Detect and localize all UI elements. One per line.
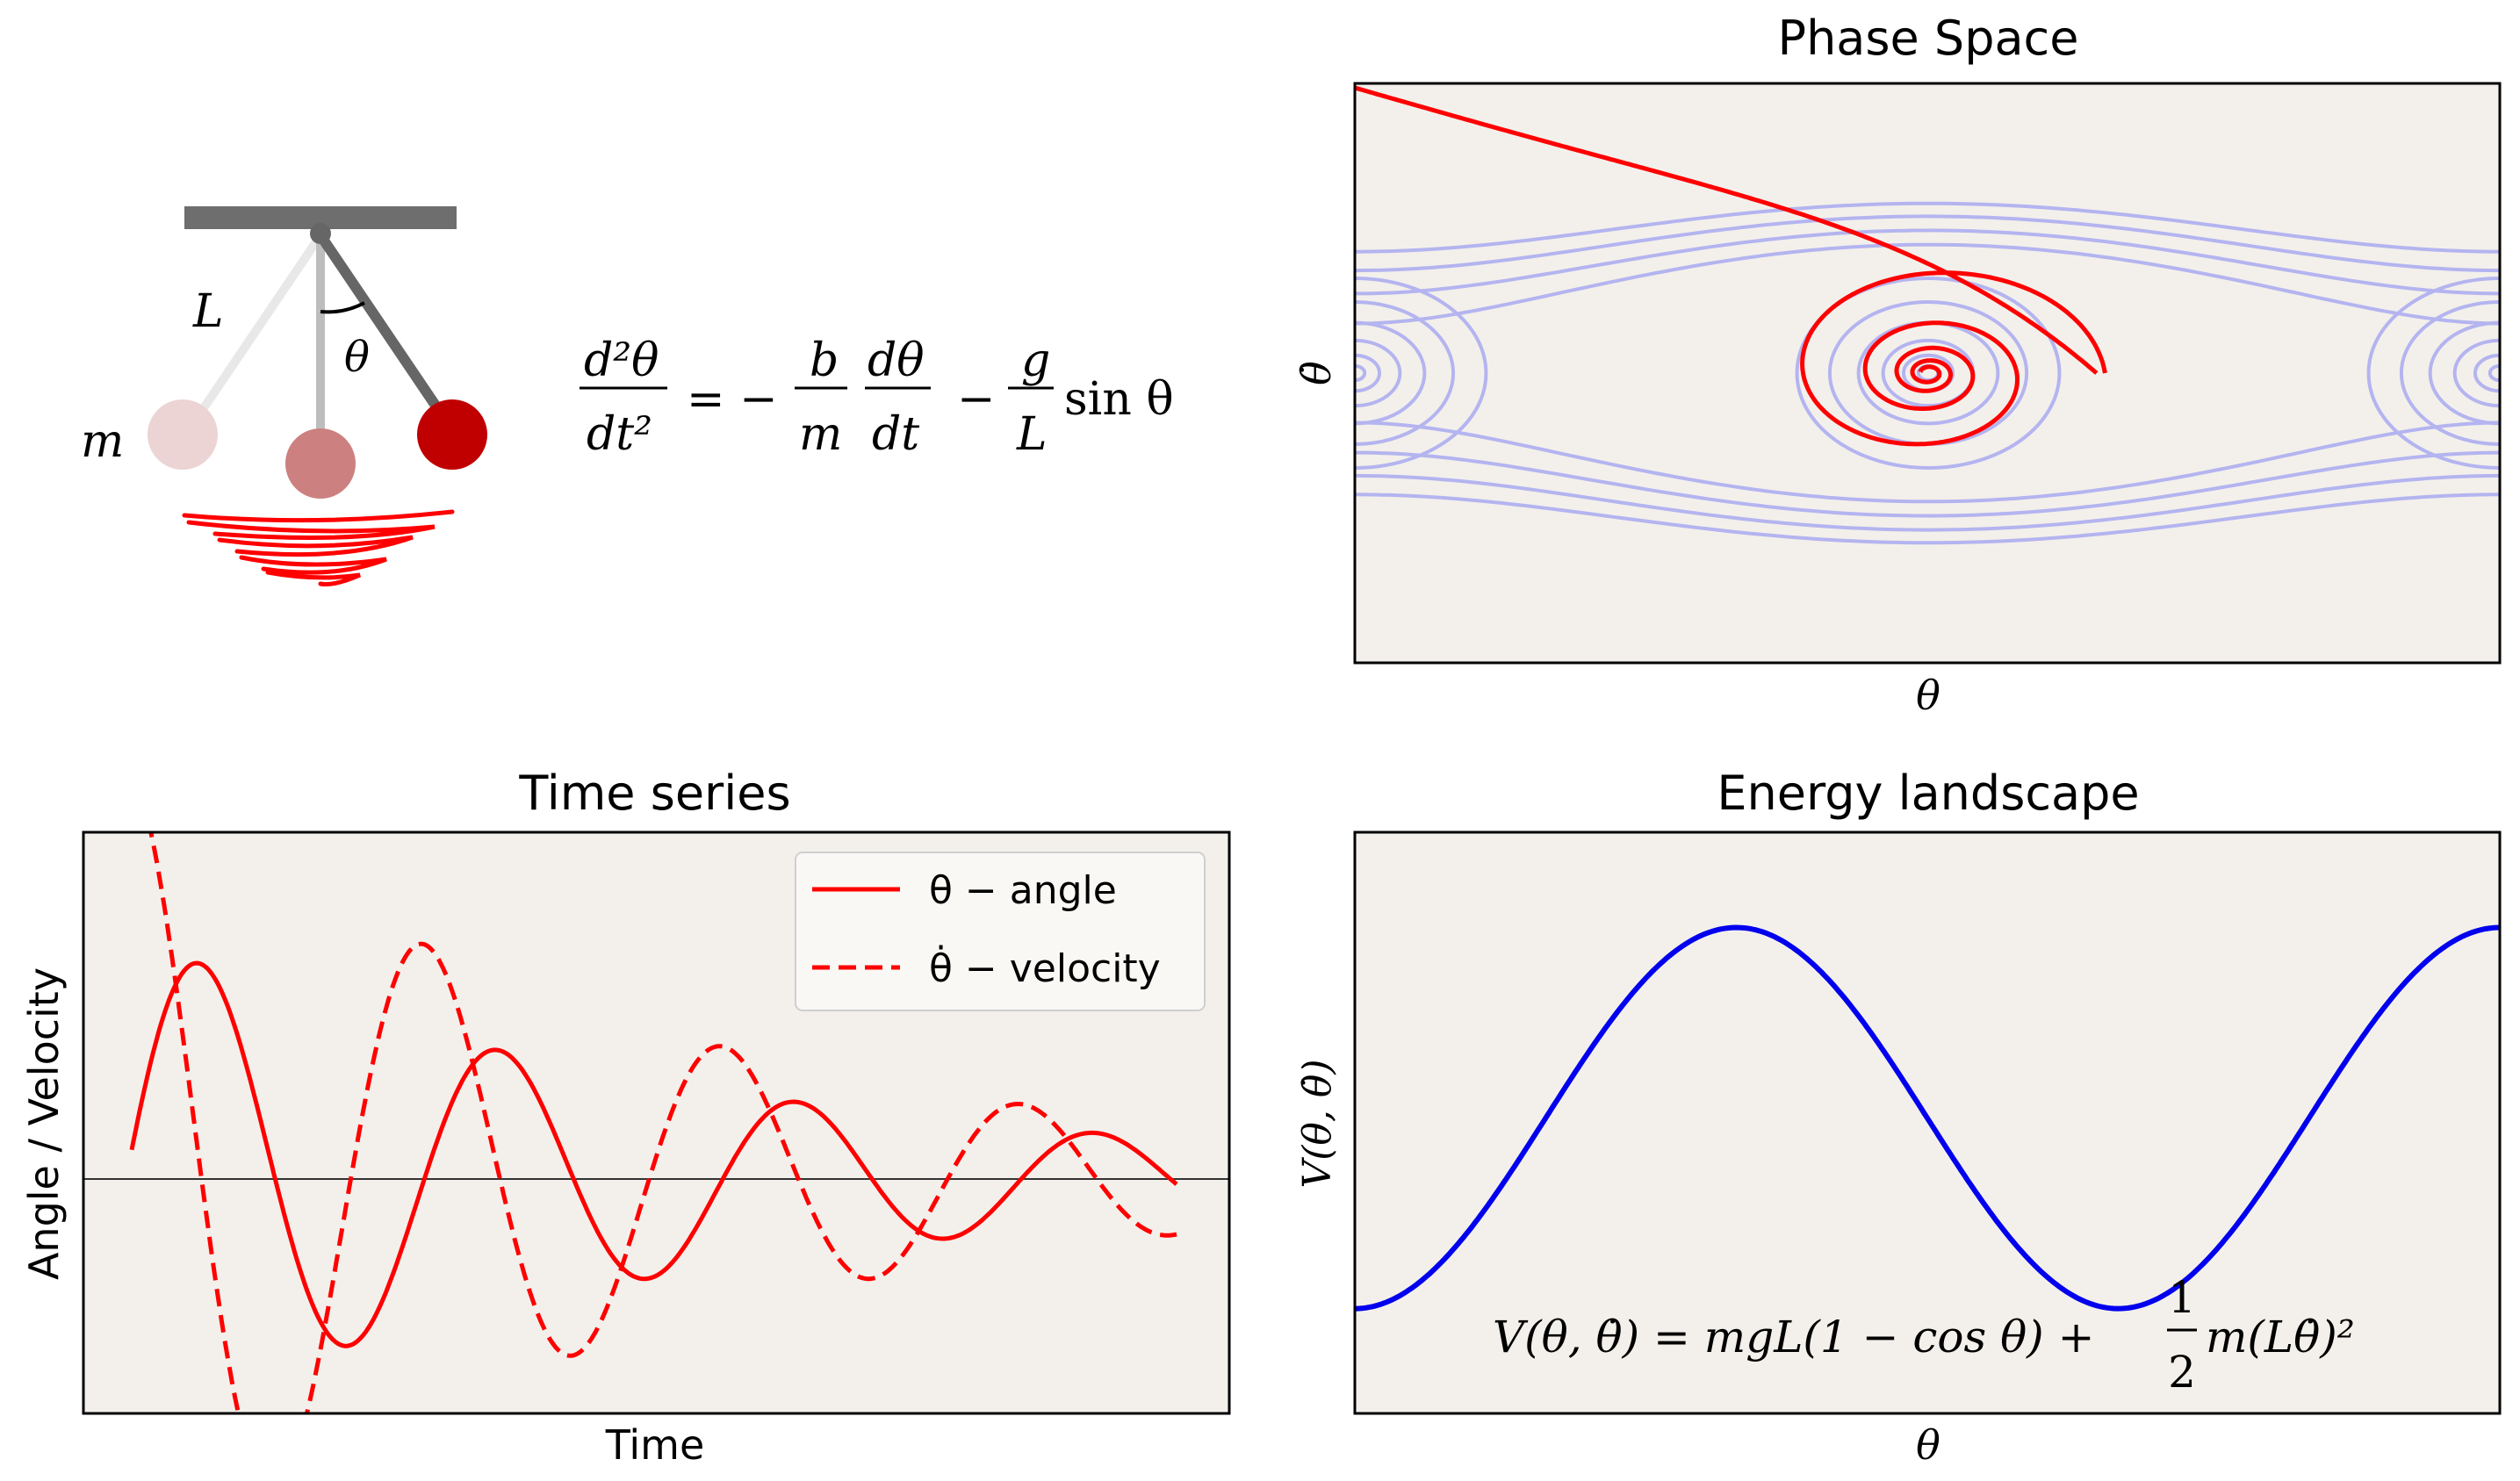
energy-curve [1355, 924, 2500, 1312]
streamline [1356, 228, 2500, 296]
legend-label-velocity: θ̇ − velocity [929, 944, 1161, 991]
streamline-orbit [1355, 320, 1427, 426]
energy-ylabel: V(θ, θ̇) [1295, 1059, 1340, 1188]
streamline [1355, 473, 2500, 532]
phase-space-plot-area [1355, 83, 2500, 663]
phase-space-title: Phase Space [1778, 11, 2079, 66]
energy-formula-lhs: V(θ, θ̇) = mgL(1 − cos θ) + [1493, 1312, 2094, 1362]
eq-dt: dt [872, 408, 919, 461]
streamline-orbit [1355, 338, 1402, 408]
phase-space-ylabel: θ̇ [1292, 361, 1340, 385]
energy-formula-half-den: 2 [2168, 1347, 2196, 1398]
label-length: L [192, 285, 224, 338]
phase-space-streamlines [1355, 201, 2500, 545]
series-angle-line [129, 960, 1178, 1348]
label-mass: m [81, 415, 124, 468]
legend-label-angle: θ − angle [929, 868, 1117, 913]
eq-b: b [810, 334, 839, 387]
label-angle: θ [344, 333, 370, 382]
eq-m: m [799, 408, 842, 461]
eq-minus: − [957, 373, 996, 426]
eq-L: L [1016, 408, 1048, 461]
pendulum-rod-faint [184, 233, 325, 433]
series-velocity-line [148, 832, 1177, 1413]
phase-space-trajectory [1355, 85, 2107, 447]
energy-formula-rhs: m(Lθ̇)² [2206, 1312, 2355, 1362]
trajectory-entry [1355, 85, 2099, 375]
phase-space-panel: Phase Space θ θ̇ [1292, 11, 2502, 719]
streamline [1355, 201, 2500, 254]
pendulum-rod [316, 232, 457, 434]
bob-mid [285, 428, 356, 499]
trajectory-line [1800, 270, 2107, 447]
streamline-orbit [1795, 277, 2062, 470]
equation-of-motion: d²θ dt² = − b m dθ dt − g L sin θ [580, 334, 1174, 461]
time-series-legend: θ − angle θ̇ − velocity [795, 852, 1206, 1011]
streamline-orbit [2488, 363, 2500, 383]
energy-xlabel: θ [1916, 1421, 1940, 1469]
streamline-orbit [2428, 320, 2500, 426]
bob [417, 399, 487, 470]
eq-lhs-num: d²θ [584, 334, 659, 387]
phase-space-xlabel: θ [1916, 672, 1940, 719]
eq-g: g [1021, 334, 1050, 387]
energy-formula: V(θ, θ̇) = mgL(1 − cos θ) + 1 2 m(Lθ̇)² [1493, 1272, 2355, 1398]
motion-trail [182, 509, 455, 586]
bob-faint [148, 399, 218, 470]
time-series-panel: Time series θ − angle θ̇ − velocity Time… [20, 766, 1231, 1469]
streamline [1355, 214, 2500, 273]
streamline-orbit [2473, 353, 2500, 393]
streamline [1355, 492, 2500, 545]
pendulum-pivot [310, 223, 331, 244]
time-series-ylabel: Angle / Velocity [20, 967, 68, 1280]
streamline [1355, 421, 2500, 504]
streamline [1356, 450, 2500, 518]
time-series-title: Time series [518, 766, 790, 821]
streamline [1355, 242, 2500, 326]
energy-title: Energy landscape [1717, 766, 2139, 821]
eq-dtheta: dθ [868, 334, 925, 387]
pendulum-sketch: L θ m [81, 206, 487, 586]
streamline-orbit [1355, 300, 1456, 446]
time-series-xlabel: Time [605, 1421, 705, 1469]
energy-panel: Energy landscape V(θ, θ̇) = mgL(1 − cos … [1295, 766, 2502, 1469]
eq-sin: sin θ [1064, 373, 1174, 426]
angle-arc [320, 301, 365, 314]
eq-equals: = − [687, 373, 778, 426]
eq-lhs-den: dt² [587, 408, 652, 461]
energy-formula-half-num: 1 [2168, 1272, 2196, 1323]
